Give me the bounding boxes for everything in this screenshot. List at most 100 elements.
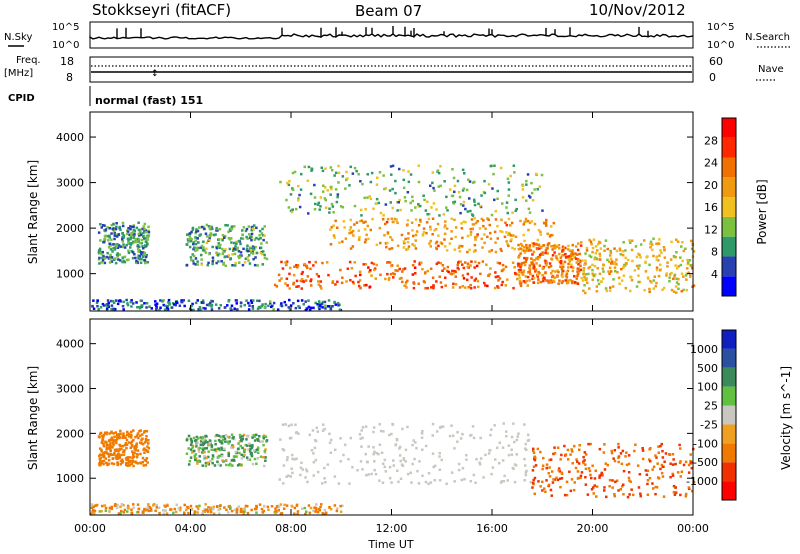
power-cell (668, 276, 671, 279)
velocity-cell (514, 464, 518, 467)
colorbar-swatch (722, 177, 736, 198)
power-cell (462, 266, 466, 270)
velocity-cell (108, 446, 111, 450)
power-cell (245, 299, 248, 302)
power-cell (287, 306, 290, 309)
power-cell (499, 166, 503, 170)
power-cell (686, 258, 689, 262)
power-cell (118, 299, 122, 302)
power-cell (548, 262, 552, 265)
velocity-cell (433, 464, 437, 468)
power-cell (474, 277, 478, 281)
velocity-cell (131, 459, 135, 462)
power-cell (136, 261, 139, 265)
power-cell (458, 286, 462, 289)
velocity-cell (611, 479, 614, 482)
power-cell (652, 254, 655, 258)
velocity-cell (240, 439, 243, 443)
velocity-cell (523, 479, 526, 482)
power-cell (232, 249, 235, 252)
power-cell (655, 266, 659, 269)
power-cell (129, 237, 132, 241)
power-cell (349, 247, 353, 250)
power-cell (402, 246, 406, 249)
velocity-cell (144, 448, 148, 452)
power-cell (407, 170, 410, 173)
velocity-cell (381, 462, 385, 465)
power-cell (406, 191, 410, 194)
velocity-cell (116, 503, 119, 507)
power-cell (655, 255, 658, 258)
velocity-cell (500, 480, 504, 483)
power-cell (125, 298, 128, 302)
velocity-cell (103, 504, 107, 507)
velocity-cell (414, 441, 417, 444)
power-cell (162, 303, 165, 307)
velocity-cell (201, 511, 205, 515)
velocity-cell (203, 450, 206, 454)
velocity-cell (314, 458, 318, 462)
power-cell (513, 271, 517, 275)
power-cell (263, 253, 266, 257)
power-cell (394, 191, 397, 195)
velocity-cell (303, 506, 307, 510)
power-cell (454, 275, 457, 278)
power-cell (103, 224, 106, 227)
velocity-cell (608, 485, 611, 488)
power-cell (141, 227, 144, 231)
power-cell (613, 266, 617, 269)
power-cell (100, 253, 104, 256)
velocity-cell (601, 473, 604, 476)
velocity-cell (203, 455, 206, 458)
power-cell (531, 274, 535, 278)
power-cell (345, 170, 348, 174)
power-cell (633, 269, 637, 272)
power-cell (451, 269, 454, 273)
power-cell (533, 188, 536, 191)
power-cell (394, 269, 397, 272)
power-cell (525, 246, 529, 250)
power-cell (431, 217, 435, 220)
power-cell (105, 255, 109, 259)
velocity-cell (532, 449, 535, 452)
power-cell (570, 263, 573, 266)
power-cell (591, 263, 594, 267)
power-cell (133, 229, 137, 233)
power-cell (245, 247, 249, 250)
velocity-cell (484, 453, 487, 457)
velocity-cell (515, 438, 519, 442)
power-cell (566, 280, 569, 283)
velocity-cell (157, 506, 161, 510)
power-cell (97, 308, 100, 311)
velocity-cell (125, 458, 128, 462)
velocity-cell (185, 438, 189, 442)
velocity-cell (105, 441, 108, 444)
power-cell (186, 233, 189, 236)
power-cell (443, 232, 447, 236)
power-cell (252, 299, 255, 302)
velocity-cell (141, 433, 144, 436)
power-cell (306, 179, 310, 182)
power-cell (458, 195, 462, 199)
velocity-cell (125, 438, 129, 442)
velocity-cell (145, 457, 149, 460)
velocity-cell (679, 460, 682, 463)
velocity-cell (178, 508, 182, 512)
velocity-cell (402, 457, 405, 460)
power-cell (208, 227, 212, 230)
power-cell (466, 278, 469, 282)
velocity-cell (196, 462, 199, 465)
power-cell (195, 230, 198, 233)
power-cell (685, 278, 688, 281)
power-cell (121, 240, 125, 243)
power-cell (527, 207, 531, 211)
velocity-cell (208, 439, 212, 442)
power-cell (114, 227, 118, 231)
power-cell (373, 267, 377, 270)
power-cell (218, 238, 221, 241)
power-cell (113, 246, 116, 250)
velocity-cell (606, 463, 609, 467)
power-cell (312, 264, 315, 267)
power-cell (598, 252, 601, 256)
velocity-cell (224, 434, 228, 437)
